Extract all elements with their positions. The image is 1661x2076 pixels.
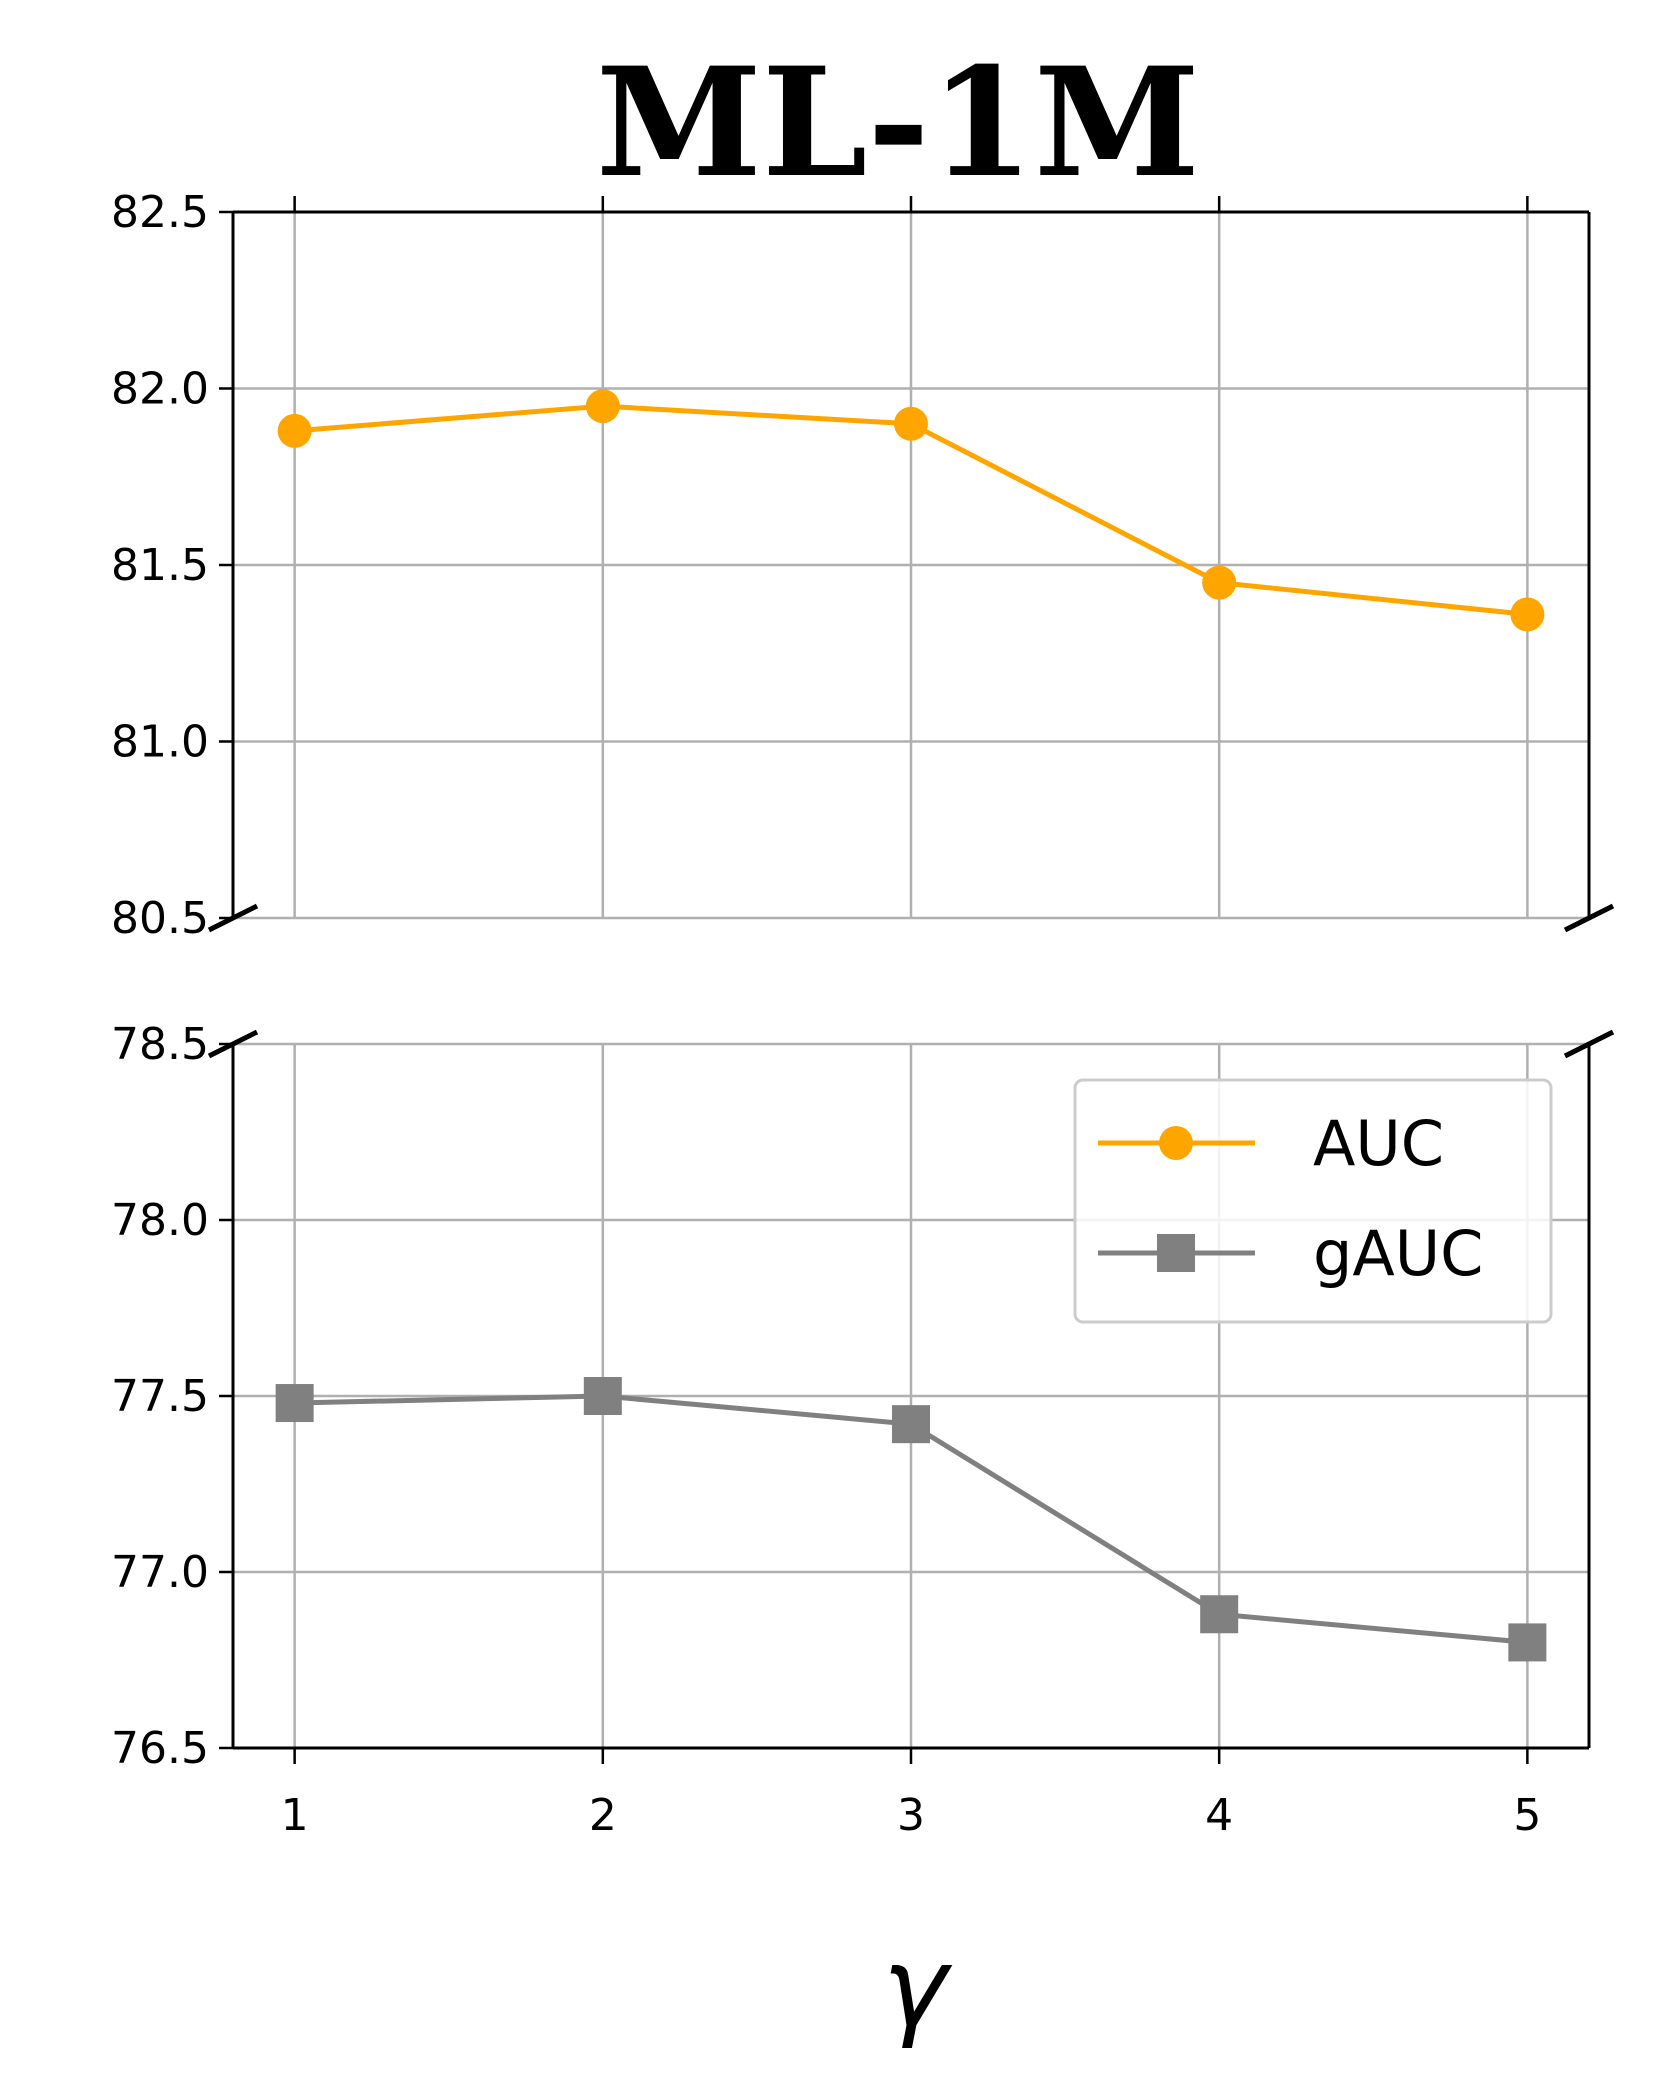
axis-break-mark (1563, 1029, 1615, 1059)
x-tick-label: 2 (589, 1790, 617, 1841)
data-point-gauc (1200, 1595, 1239, 1634)
data-point-auc (1202, 565, 1237, 600)
data-point-gauc (275, 1384, 314, 1423)
x-tick-label: 3 (897, 1790, 925, 1841)
axis-break-mark (207, 1029, 259, 1059)
y-tick-label: 82.0 (111, 364, 209, 415)
data-point-gauc (892, 1405, 930, 1444)
data-point-auc (585, 389, 620, 424)
x-axis-label: γ (882, 1923, 952, 2051)
legend-label-auc: AUC (1313, 1107, 1444, 1180)
x-tick-labels: 1 2 3 4 5 (281, 1790, 1542, 1841)
data-point-gauc (583, 1377, 622, 1415)
axis-break-mark (207, 903, 259, 933)
y-tick-label: 78.5 (111, 1019, 209, 1070)
legend-marker-auc (1159, 1126, 1193, 1160)
x-tick-label: 1 (281, 1790, 309, 1841)
legend-marker-gauc (1157, 1234, 1195, 1272)
y-tick-label: 77.5 (111, 1371, 209, 1422)
y-tick-label: 81.5 (111, 540, 209, 591)
y-tick-label: 82.5 (111, 187, 209, 238)
data-point-auc (277, 413, 312, 448)
x-tick-label: 5 (1513, 1790, 1541, 1841)
chart-title: ML-1M (596, 35, 1200, 211)
y-tick-label: 78.0 (111, 1195, 209, 1246)
axis-break-mark (1563, 903, 1615, 933)
y-tick-label: 76.5 (111, 1723, 209, 1774)
data-point-auc (1510, 597, 1545, 632)
y-tick-label: 81.0 (111, 717, 209, 768)
y-tick-label: 80.5 (111, 893, 209, 944)
y-tick-label: 77.0 (111, 1547, 209, 1598)
data-point-auc (894, 406, 928, 441)
data-point-gauc (1508, 1623, 1547, 1662)
upper-panel: 80.5 81.0 81.5 82.0 82.5 (111, 187, 1615, 944)
x-tick-label: 4 (1205, 1790, 1233, 1841)
legend: AUC gAUC (1073, 1078, 1553, 1324)
legend-label-gauc: gAUC (1313, 1217, 1483, 1290)
